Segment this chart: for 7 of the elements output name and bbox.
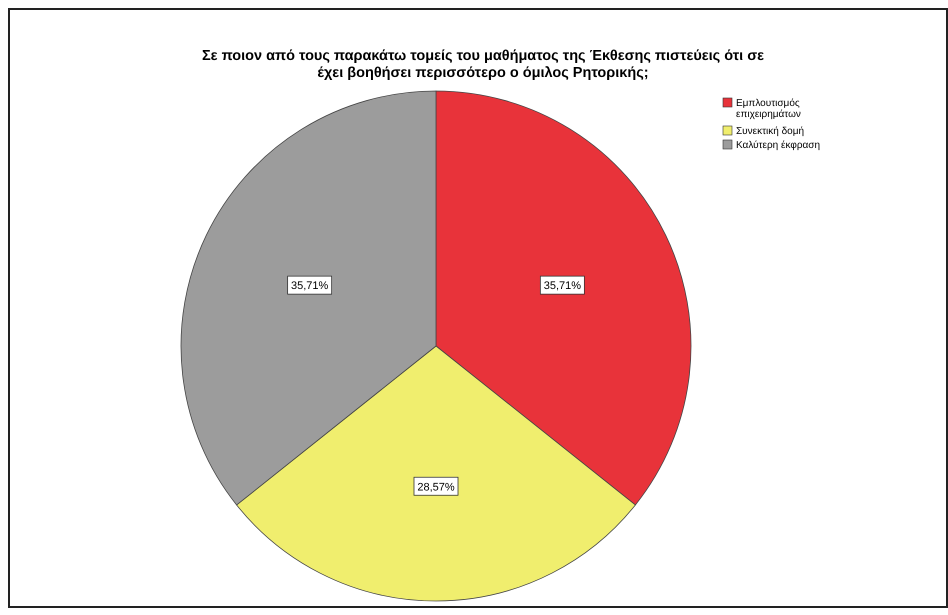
- legend-label: Συνεκτική δομή: [736, 126, 804, 137]
- data-label: 35,71%: [544, 280, 582, 292]
- chart-title: Σε ποιον από τους παρακάτω τομείς του μαθήματος της Έκθεσης πιστεύεις ότι σε έχει βοηθήσει περισσότερο ο όμιλος Ρητορικής;: [202, 48, 764, 81]
- legend-label: Καλύτερη έκφραση: [736, 140, 820, 151]
- data-label: 35,71%: [290, 280, 329, 292]
- legend-label: Εμπλουτισμός επιχειρημάτων: [736, 98, 801, 120]
- data-label: 28,57%: [417, 481, 455, 494]
